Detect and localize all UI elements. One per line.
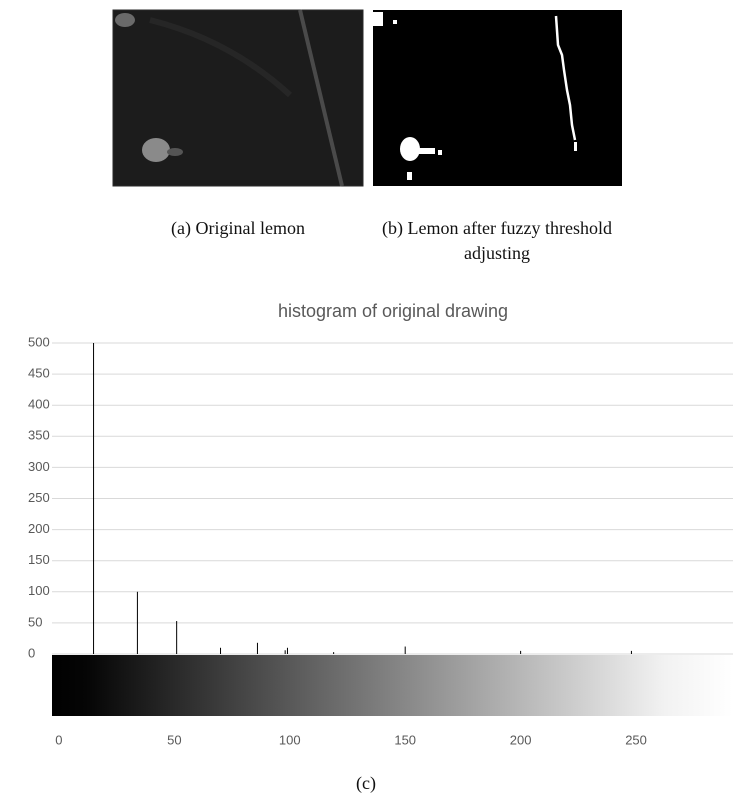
y-tick-label: 250 (28, 490, 50, 505)
y-tick-label: 50 (28, 614, 42, 629)
y-tick-label: 200 (28, 521, 50, 536)
original-lemon-image (113, 10, 363, 186)
x-tick-label: 0 (55, 732, 62, 747)
x-tick-label: 250 (625, 732, 647, 747)
y-tick-label: 300 (28, 459, 50, 474)
x-tick-label: 150 (394, 732, 416, 747)
y-tick-label: 0 (28, 645, 35, 660)
caption-c: (c) (316, 771, 416, 796)
figure: histogram of original drawing 0 50 100 150 2… (0, 0, 733, 799)
thresholded-lemon-image (373, 10, 622, 186)
y-tick-label: 350 (28, 428, 50, 443)
x-tick-label: 200 (510, 732, 532, 747)
y-tick-label: 400 (28, 397, 50, 412)
caption-a: (a) Original lemon (128, 216, 348, 241)
x-tick-label: 50 (167, 732, 181, 747)
y-tick-label: 450 (28, 366, 50, 381)
caption-b: (b) Lemon after fuzzy threshold adjustin… (382, 216, 612, 266)
chart-title: histogram of original drawing (278, 301, 508, 321)
y-tick-label: 150 (28, 552, 50, 567)
y-tick-label: 500 (28, 334, 50, 349)
x-tick-label: 100 (279, 732, 301, 747)
page: {"figures": {"a": {"caption": "(a) Origi… (0, 0, 733, 799)
gray-scale-bar (52, 655, 733, 716)
y-tick-label: 100 (28, 583, 50, 598)
